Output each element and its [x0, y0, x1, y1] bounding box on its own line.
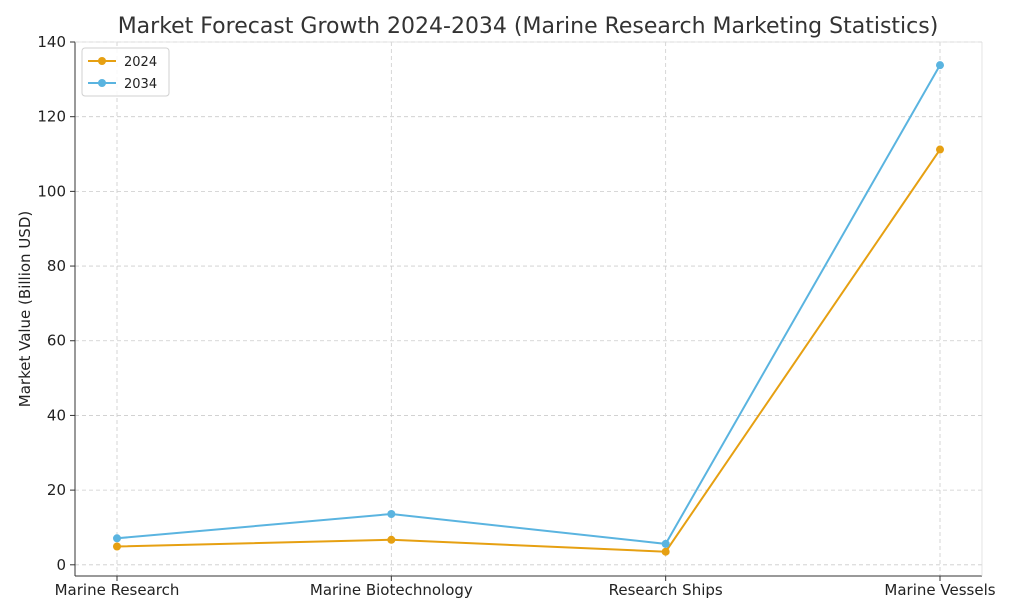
series-line-2034 — [116, 64, 941, 545]
y-axis-label: Market Value (Billion USD) — [16, 211, 34, 407]
y-tick-label-0: 0 — [56, 556, 66, 574]
data-point-2024-1 — [387, 535, 396, 544]
series-line-2024 — [116, 148, 941, 553]
x-tick-label-0: Marine Research — [55, 581, 180, 599]
y-tick-label-5: 100 — [37, 182, 66, 200]
axes: 0 20 40 60 80 100 120 140 Marine Research Marine … — [37, 33, 995, 599]
x-tick-label-1: Marine Biotechnology — [310, 581, 473, 599]
x-tick-label-2: Research Ships — [609, 581, 723, 599]
series-2024 — [113, 145, 944, 556]
chart-title: Market Forecast Growth 2024-2034 (Marine… — [118, 14, 939, 39]
series-2034 — [113, 61, 944, 548]
data-point-2024-2 — [661, 547, 670, 556]
legend-marker-2024 — [98, 57, 106, 65]
data-point-2024-0 — [113, 542, 121, 551]
y-tick-label-6: 120 — [37, 108, 66, 126]
y-tick-label-3: 60 — [47, 332, 66, 350]
data-point-2034-3 — [936, 61, 944, 70]
y-tick-label-7: 140 — [37, 33, 66, 51]
legend-label-2024: 2024 — [124, 55, 157, 70]
legend-marker-2034 — [98, 79, 106, 87]
y-tick-label-2: 40 — [47, 406, 66, 424]
data-point-2024-3 — [936, 145, 944, 154]
x-tick-label-3: Marine Vessels — [884, 581, 995, 599]
grid — [75, 41, 982, 576]
data-point-2034-0 — [113, 534, 121, 543]
data-point-2034-2 — [661, 539, 670, 548]
y-tick-label-4: 80 — [47, 257, 66, 275]
data-point-2034-1 — [387, 510, 396, 519]
legend-label-2034: 2034 — [124, 77, 157, 92]
series-group — [113, 61, 944, 556]
legend: 2024 2034 — [81, 47, 170, 97]
y-tick-label-1: 20 — [47, 481, 66, 499]
